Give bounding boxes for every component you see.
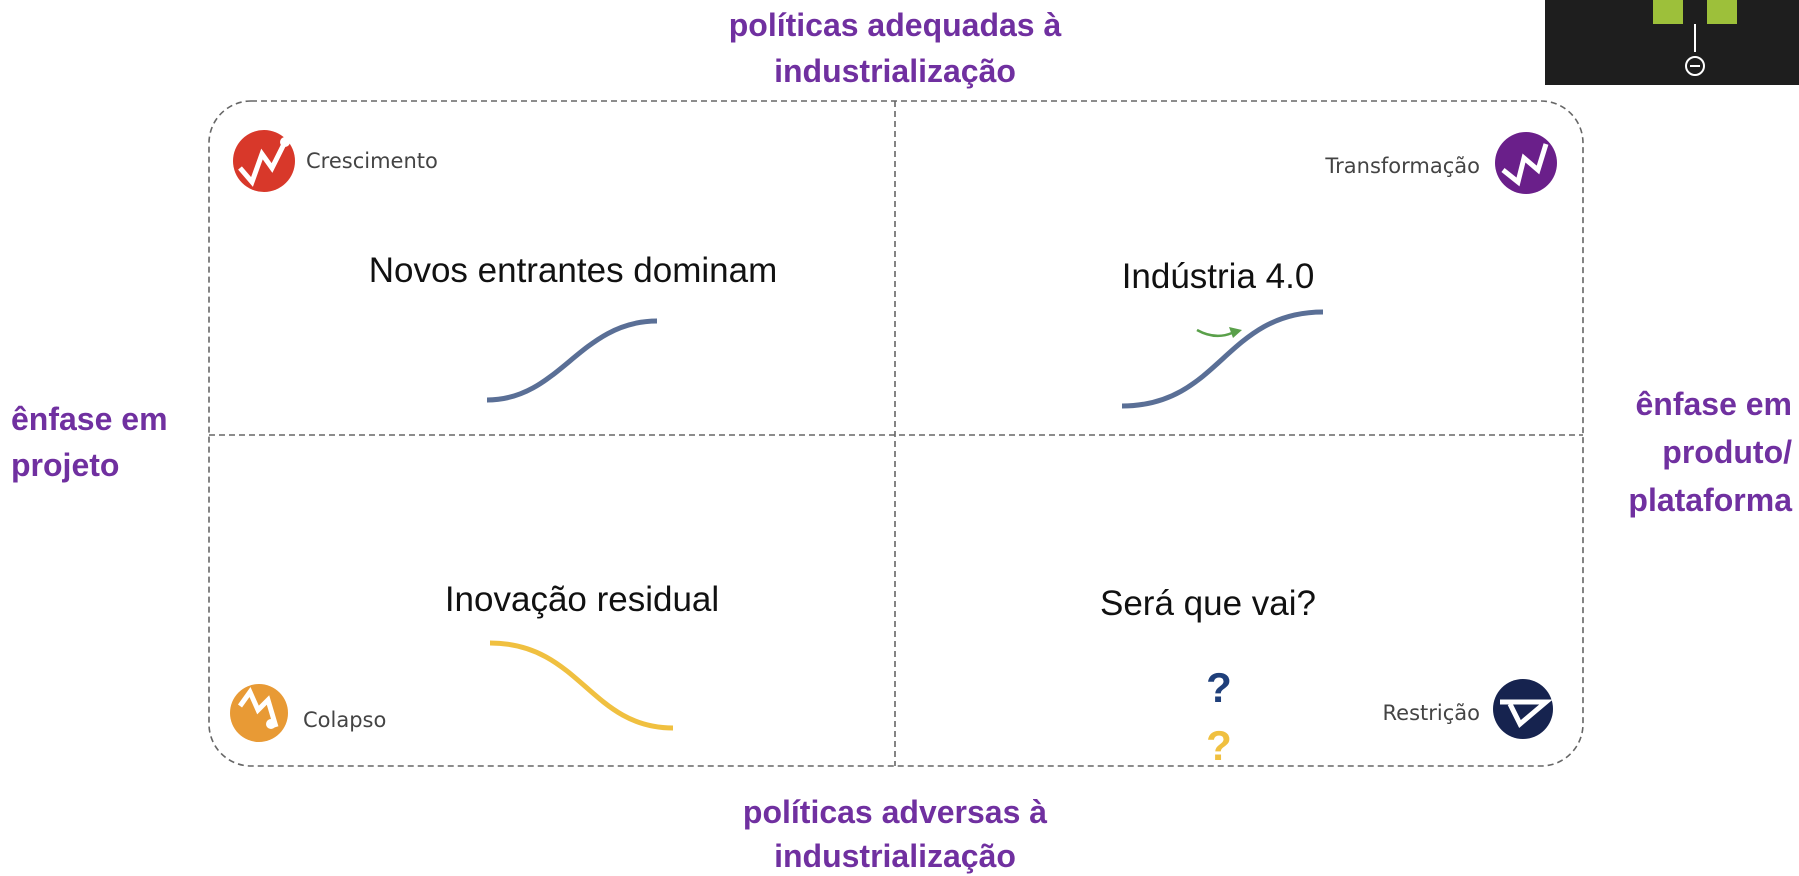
right-axis-label: produto/: [1662, 434, 1792, 470]
right-axis-label: plataforma: [1628, 482, 1792, 518]
scenario-title: Indústria 4.0: [1122, 257, 1315, 296]
scenario-title: Novos entrantes dominam: [369, 251, 778, 290]
bottom-axis-label: industrialização: [774, 838, 1016, 874]
quadrant-label: Transformação: [1324, 154, 1480, 178]
left-axis-label: ênfase em: [11, 401, 168, 437]
bottom-axis-label: políticas adversas à: [743, 794, 1047, 830]
quadrant-label: Colapso: [303, 708, 386, 732]
colapso-icon: [230, 684, 288, 742]
restricao-icon: [1493, 679, 1553, 739]
quadrant-label: Restrição: [1383, 701, 1480, 725]
s-curve: [487, 321, 657, 400]
top-axis-label: industrialização: [774, 53, 1016, 89]
s-curve: [1122, 312, 1323, 406]
scenario-title: Será que vai?: [1100, 584, 1316, 623]
question-mark: ?: [1206, 722, 1232, 769]
diagram: políticas adequadas à industrialização p…: [0, 0, 1799, 876]
shift-arrow: [1197, 327, 1242, 338]
thumbnail: [1545, 0, 1799, 85]
scenario-title: Inovação residual: [445, 580, 719, 619]
transformacao-icon: [1495, 132, 1557, 194]
quadrant-frame: [209, 101, 1583, 766]
right-axis-label: ênfase em: [1635, 386, 1792, 422]
crescimento-icon: [233, 130, 295, 192]
question-mark: ?: [1206, 664, 1232, 711]
top-axis-label: políticas adequadas à: [729, 7, 1062, 43]
decline-curve: [490, 643, 673, 728]
quadrant-label: Crescimento: [306, 149, 438, 173]
left-axis-label: projeto: [11, 447, 119, 483]
